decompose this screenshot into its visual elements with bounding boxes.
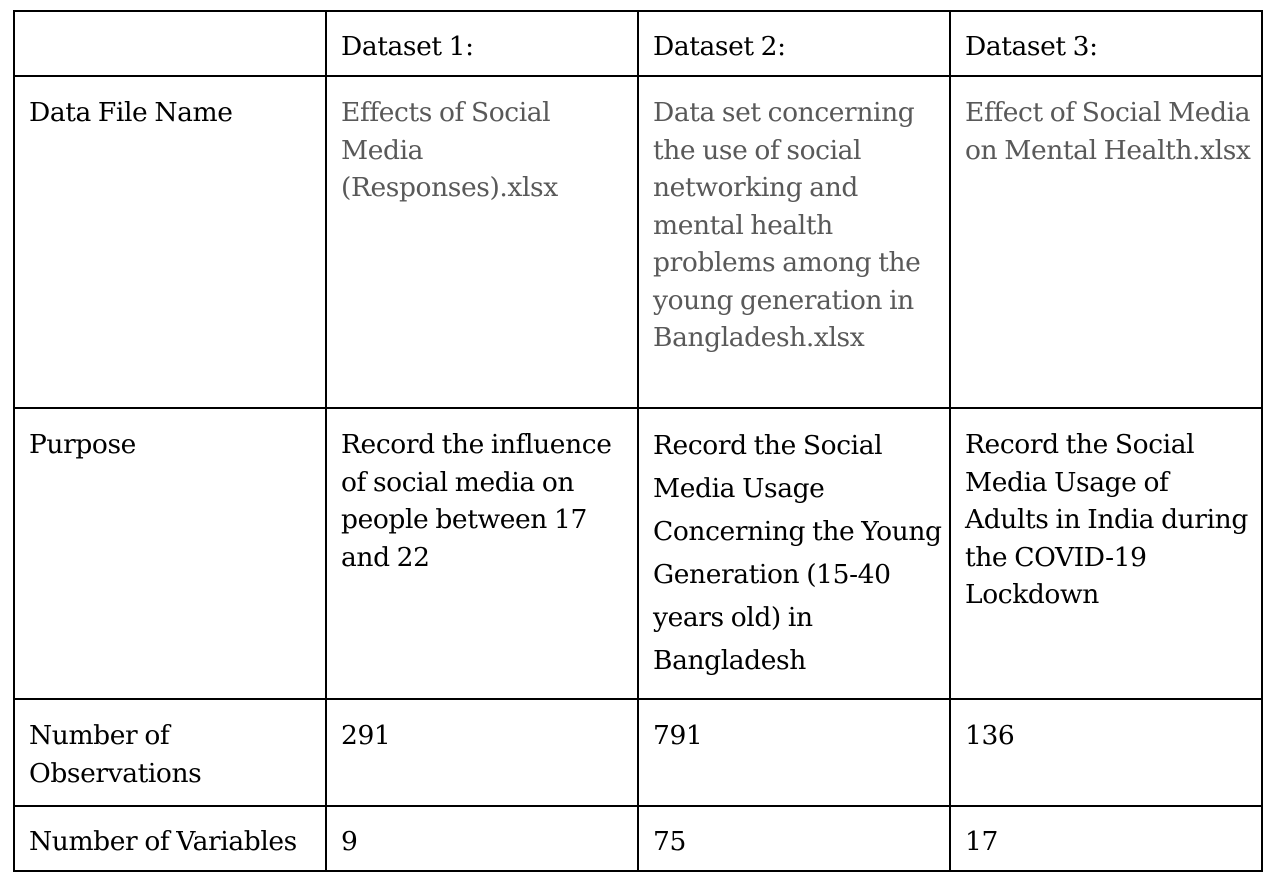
observations-dataset-2: 791 [637,698,951,807]
filename-dataset-2: Data set concerning the use of social ne… [637,75,951,409]
table-row-number-of-observations: Number of Observations 291 791 136 [13,698,1263,807]
table-row-number-of-variables: Number of Variables 9 75 17 [13,805,1263,872]
filename-dataset-1: Effects of Social Media (Responses).xlsx [325,75,639,409]
header-cell-dataset-1: Dataset 1: [325,10,639,77]
purpose-dataset-1: Record the influence of social media on … [325,407,639,700]
header-cell-dataset-2: Dataset 2: [637,10,951,77]
row-label-data-file-name: Data File Name [13,75,327,409]
table-row-purpose: Purpose Record the influence of social m… [13,407,1263,700]
filename-dataset-3: Effect of Social Media on Mental Health.… [949,75,1263,409]
row-label-number-of-observations: Number of Observations [13,698,327,807]
row-label-number-of-variables: Number of Variables [13,805,327,872]
variables-dataset-2: 75 [637,805,951,872]
variables-dataset-3: 17 [949,805,1263,872]
observations-dataset-1: 291 [325,698,639,807]
purpose-dataset-2: Record the Social Media Usage Concerning… [637,407,951,700]
table-header-row: Dataset 1: Dataset 2: Dataset 3: [13,10,1263,77]
row-label-purpose: Purpose [13,407,327,700]
header-cell-empty [13,10,327,77]
purpose-dataset-3: Record the Social Media Usage of Adults … [949,407,1263,700]
observations-dataset-3: 136 [949,698,1263,807]
header-cell-dataset-3: Dataset 3: [949,10,1263,77]
datasets-table: Dataset 1: Dataset 2: Dataset 3: Data Fi… [13,10,1263,872]
variables-dataset-1: 9 [325,805,639,872]
table-row-data-file-name: Data File Name Effects of Social Media (… [13,75,1263,409]
